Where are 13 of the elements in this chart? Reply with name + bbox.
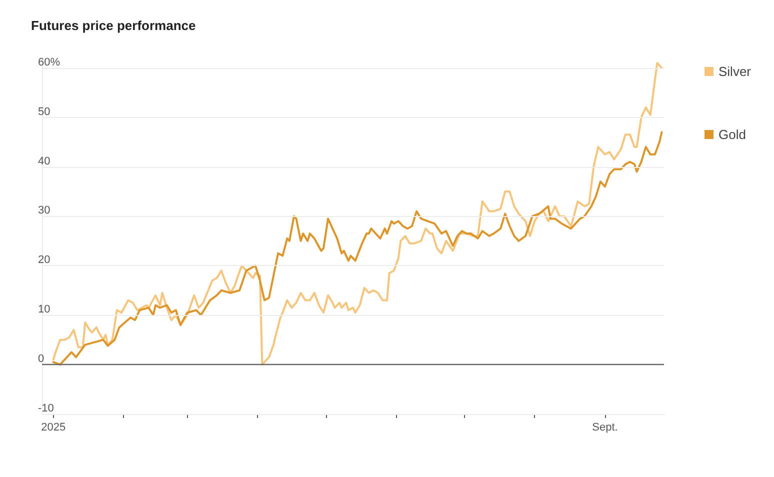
y-tick-label: 20 xyxy=(38,254,50,266)
y-tick-label: 60% xyxy=(38,56,60,68)
chart-title: Futures price performance xyxy=(31,18,196,33)
legend-label: Gold xyxy=(718,127,746,142)
y-tick-label: -10 xyxy=(38,402,54,414)
legend-label: Silver xyxy=(718,64,752,79)
y-tick-label: 0 xyxy=(38,353,44,366)
y-tick-label: 30 xyxy=(38,204,50,217)
y-tick-label: 10 xyxy=(38,304,50,316)
x-tick-label: 2025 xyxy=(41,422,66,434)
y-tick-label: 50 xyxy=(38,106,50,118)
x-tick-label: Sept. xyxy=(592,422,618,434)
y-tick-label: 40 xyxy=(38,155,50,168)
